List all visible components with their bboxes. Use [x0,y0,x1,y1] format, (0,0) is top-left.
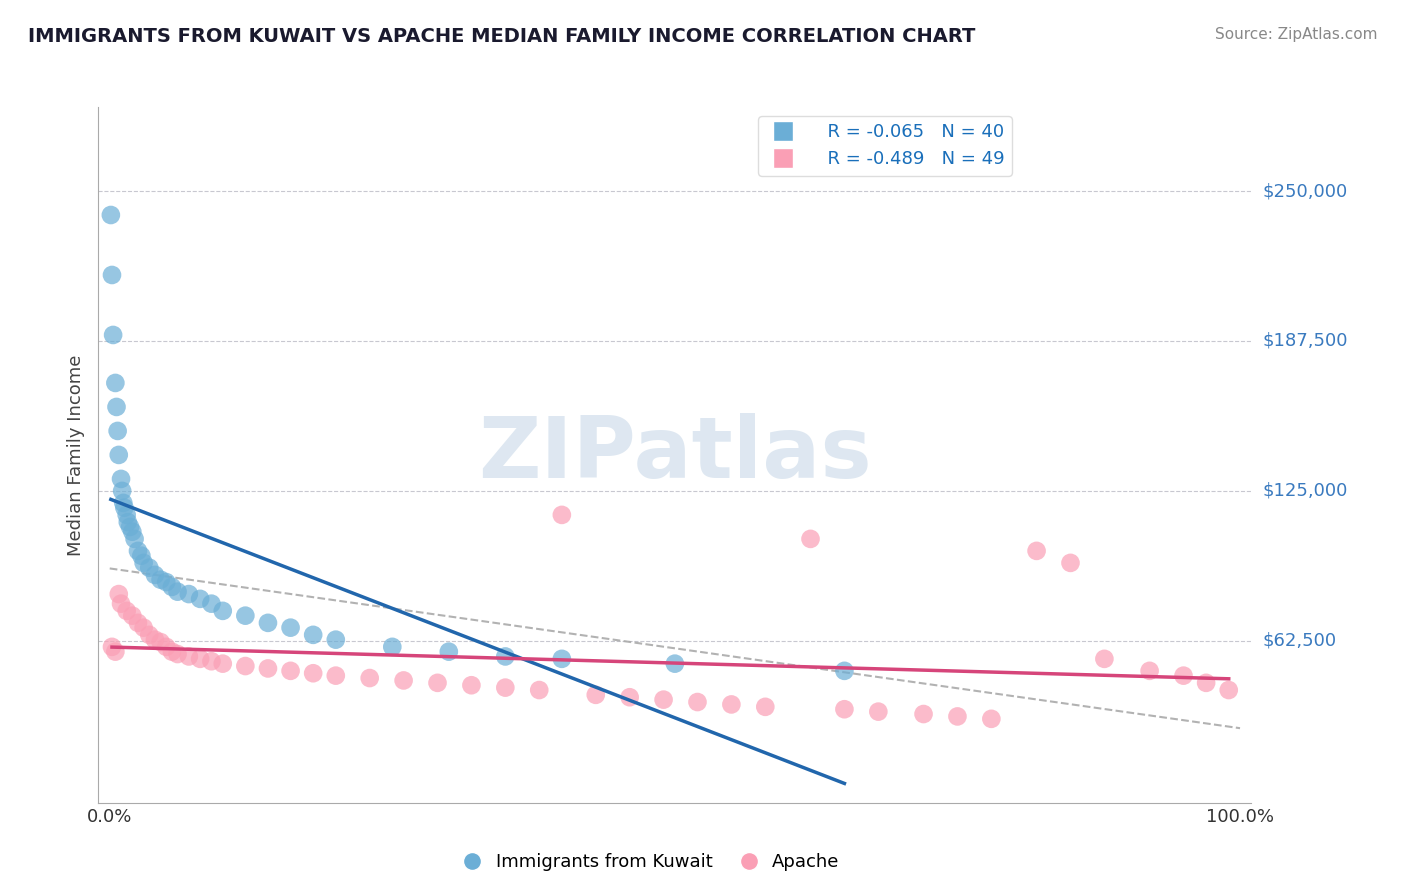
Point [686,695,709,709]
Point [235,608,257,623]
Point [105,400,128,414]
Point [110,472,132,486]
Point [124,532,146,546]
Point [138,560,160,574]
Point [1059,556,1081,570]
Point [359,671,381,685]
Point [529,683,551,698]
Point [115,604,138,618]
Point [437,645,460,659]
Point [799,532,821,546]
Legend: Immigrants from Kuwait, Apache: Immigrants from Kuwait, Apache [447,847,846,879]
Point [166,647,188,661]
Point [460,678,482,692]
Point [494,681,516,695]
Point [426,676,449,690]
Point [112,496,135,510]
Point [912,706,935,721]
Point [104,645,127,659]
Point [177,649,200,664]
Point [302,628,325,642]
Point [132,556,155,570]
Point [664,657,686,671]
Point [101,640,124,654]
Point [155,640,177,654]
Point [868,705,890,719]
Point [110,597,132,611]
Point [101,268,124,282]
Point [211,657,233,671]
Point [131,549,153,563]
Point [1025,544,1047,558]
Point [112,500,135,515]
Point [211,604,233,618]
Point [551,652,574,666]
Point [143,632,166,647]
Point [160,580,183,594]
Point [143,567,166,582]
Point [652,692,675,706]
Point [111,483,134,498]
Point [127,544,149,558]
Point [188,652,211,666]
Point [980,712,1002,726]
Point [115,508,138,522]
Point [200,654,222,668]
Point [619,690,641,705]
Point [155,575,177,590]
Y-axis label: Median Family Income: Median Family Income [66,354,84,556]
Point [200,597,222,611]
Point [302,666,325,681]
Point [280,664,302,678]
Point [138,628,160,642]
Point [121,608,143,623]
Point [551,508,574,522]
Point [127,615,149,630]
Text: $187,500: $187,500 [1263,332,1348,350]
Point [494,649,516,664]
Point [132,621,155,635]
Point [101,328,124,343]
Point [381,640,404,654]
Point [120,520,142,534]
Point [100,208,122,222]
Point [257,615,280,630]
Point [149,635,172,649]
Point [160,645,183,659]
Point [166,584,188,599]
Point [392,673,415,688]
Text: IMMIGRANTS FROM KUWAIT VS APACHE MEDIAN FAMILY INCOME CORRELATION CHART: IMMIGRANTS FROM KUWAIT VS APACHE MEDIAN … [28,27,976,45]
Point [107,424,129,438]
Point [235,659,257,673]
Text: $250,000: $250,000 [1263,182,1348,200]
Point [188,591,211,606]
Point [1173,668,1195,682]
Point [325,632,347,647]
Point [1195,676,1218,690]
Point [1218,683,1240,698]
Point [104,376,127,390]
Point [754,699,776,714]
Point [1139,664,1161,678]
Text: $125,000: $125,000 [1263,482,1348,500]
Text: ZIPatlas: ZIPatlas [478,413,872,497]
Point [834,702,856,716]
Point [257,661,280,675]
Point [834,664,856,678]
Point [1092,652,1115,666]
Point [117,515,139,529]
Point [107,587,129,601]
Point [720,698,742,712]
Point [280,621,302,635]
Text: Source: ZipAtlas.com: Source: ZipAtlas.com [1215,27,1378,42]
Point [107,448,129,462]
Point [121,524,143,539]
Point [946,709,969,723]
Point [177,587,200,601]
Point [325,668,347,682]
Point [149,573,172,587]
Text: $62,500: $62,500 [1263,632,1337,650]
Legend:   R = -0.065   N = 40,   R = -0.489   N = 49: R = -0.065 N = 40, R = -0.489 N = 49 [758,116,1012,176]
Point [585,688,607,702]
